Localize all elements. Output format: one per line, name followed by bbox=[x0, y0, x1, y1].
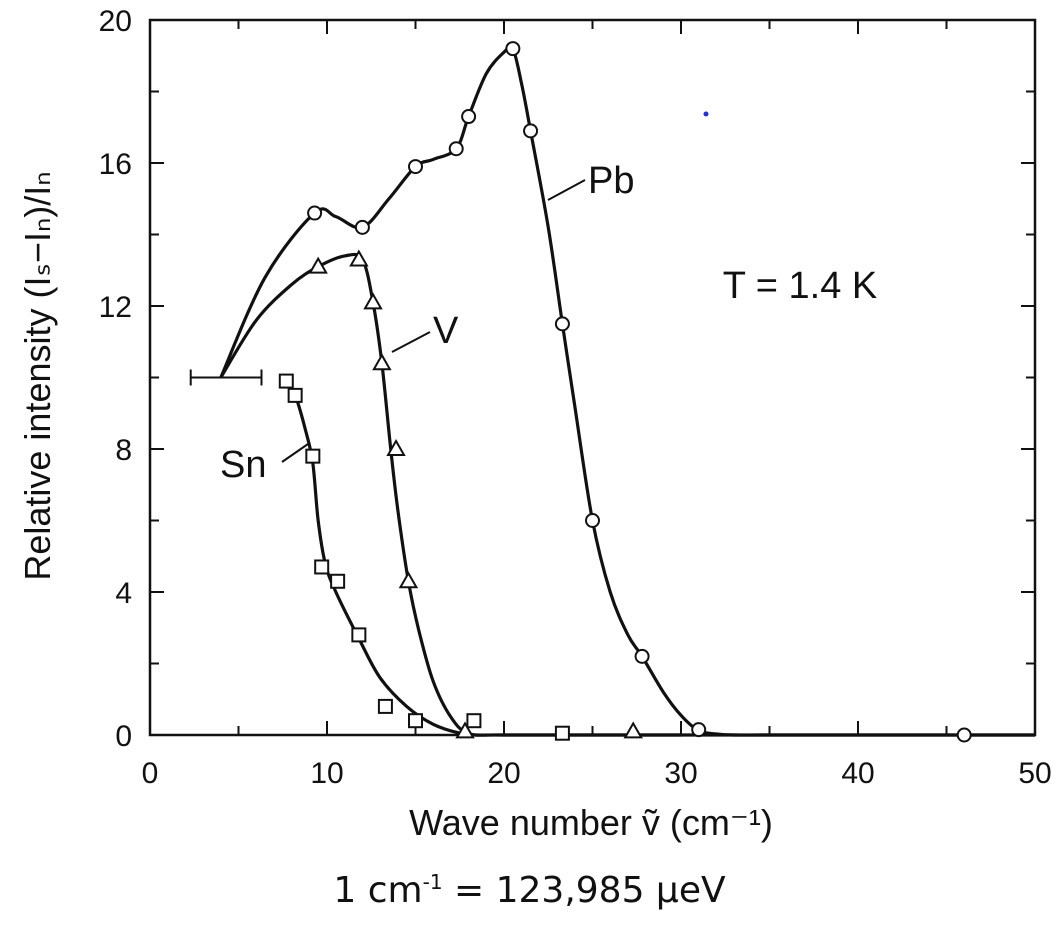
v-marker bbox=[386, 438, 406, 456]
sn-marker bbox=[314, 559, 330, 575]
footnote-rhs: = 123,985 μeV bbox=[442, 870, 726, 911]
sn-marker bbox=[377, 698, 393, 714]
pb-marker bbox=[448, 141, 464, 157]
sn-marker bbox=[408, 713, 423, 729]
x-tick-label: 40 bbox=[841, 757, 874, 790]
pb-marker bbox=[307, 205, 323, 221]
series-leader-pb bbox=[547, 179, 586, 201]
series-markers bbox=[278, 41, 972, 743]
stray-dot bbox=[703, 111, 709, 117]
error-bar bbox=[189, 369, 263, 386]
sn-marker bbox=[278, 373, 294, 389]
pb-marker bbox=[691, 722, 707, 738]
x-tick-label: 0 bbox=[142, 757, 159, 790]
v-marker bbox=[349, 249, 369, 267]
series-label-pb: Pb bbox=[588, 160, 634, 202]
pb-marker bbox=[956, 727, 972, 743]
sn-marker bbox=[466, 713, 482, 729]
curve-v bbox=[219, 252, 1035, 737]
curve-pb bbox=[219, 44, 1035, 737]
axis-tick-labels: 0 10 20 30 40 50 0 4 8 12 16 20 bbox=[99, 5, 1052, 790]
pb-marker bbox=[554, 316, 570, 332]
y-tick-label: 4 bbox=[115, 577, 132, 610]
temperature-annotation: T = 1.4 K bbox=[723, 265, 878, 307]
y-tick-label: 12 bbox=[99, 291, 132, 324]
series-curves bbox=[219, 44, 1035, 737]
footnote-exponent: -1 bbox=[422, 870, 443, 894]
y-tick-label: 8 bbox=[115, 434, 132, 467]
series-label-v: V bbox=[433, 310, 459, 352]
sn-marker bbox=[330, 573, 346, 589]
v-marker bbox=[308, 256, 328, 274]
pb-marker bbox=[505, 41, 521, 57]
x-tick-label: 50 bbox=[1018, 757, 1051, 790]
pb-marker bbox=[461, 109, 477, 125]
sn-marker bbox=[287, 387, 303, 403]
y-axis-title: Relative intensity (Iₛ−Iₙ)/Iₙ bbox=[17, 171, 58, 580]
series-label-sn: Sn bbox=[220, 444, 266, 486]
x-tick-label: 30 bbox=[664, 757, 697, 790]
series-leader-sn bbox=[281, 443, 309, 463]
sn-marker bbox=[351, 627, 367, 643]
v-marker bbox=[398, 571, 419, 589]
v-marker bbox=[372, 353, 392, 371]
series-leader-v bbox=[391, 331, 431, 353]
v-marker bbox=[363, 292, 383, 310]
pb-marker bbox=[354, 219, 370, 235]
unit-conversion-footnote: 1 cm-1 = 123,985 μeV bbox=[0, 870, 1059, 911]
pb-marker bbox=[585, 513, 600, 528]
pb-marker bbox=[408, 159, 423, 175]
pb-marker bbox=[634, 648, 650, 664]
y-tick-label: 20 bbox=[99, 5, 132, 38]
series-labels: Pb V Sn bbox=[220, 160, 634, 486]
y-tick-label: 16 bbox=[99, 148, 132, 181]
y-tick-label: 0 bbox=[115, 720, 132, 753]
sn-marker bbox=[554, 725, 570, 741]
curve-sn bbox=[281, 376, 681, 737]
v-marker bbox=[623, 721, 643, 739]
footnote-lhs: 1 cm bbox=[333, 870, 423, 911]
x-axis-title: Wave number ṽ (cm⁻¹) bbox=[409, 802, 773, 843]
v-marker bbox=[455, 721, 475, 739]
x-tick-label: 10 bbox=[310, 757, 343, 790]
pb-marker bbox=[523, 123, 539, 139]
sn-marker bbox=[305, 448, 321, 464]
x-tick-label: 20 bbox=[487, 757, 520, 790]
